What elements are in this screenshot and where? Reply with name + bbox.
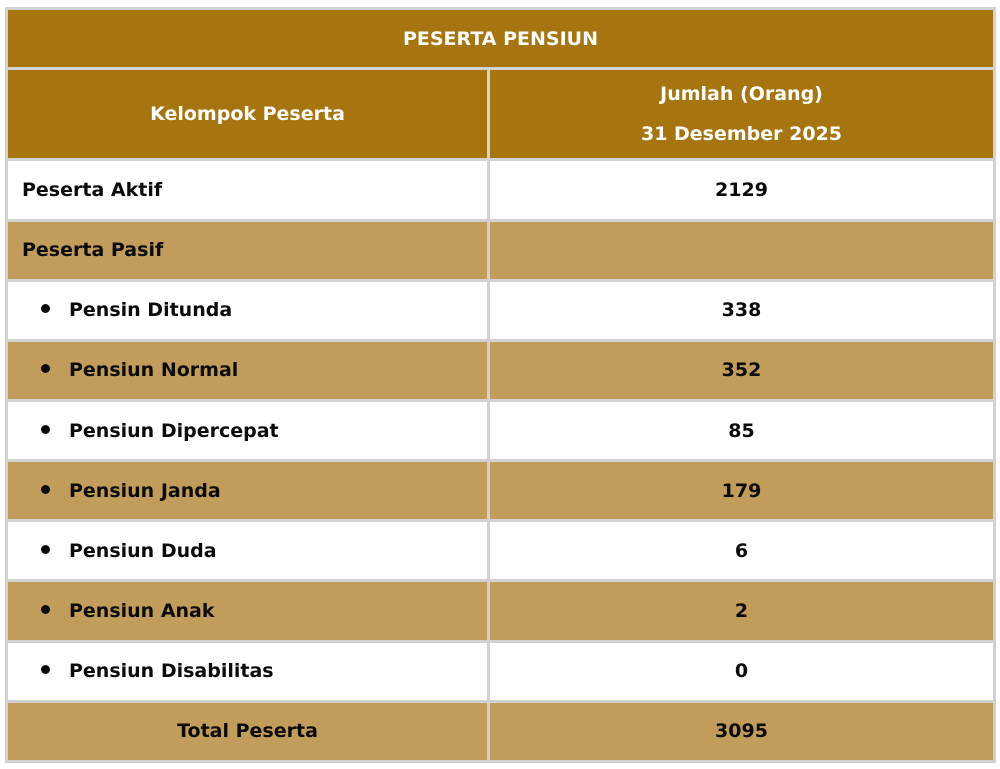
row-value: [490, 221, 993, 279]
row-label: Pensin Ditunda: [69, 299, 233, 322]
column-header-group: Kelompok Peserta: [8, 70, 487, 159]
peserta-pensiun-table: PESERTA PENSIUN Kelompok Peserta Jumlah …: [5, 7, 996, 763]
row-value: 6: [490, 522, 993, 580]
table-row-peserta-aktif: Peserta Aktif 2129: [8, 161, 993, 219]
bullet-icon: [41, 484, 50, 494]
table-row-pensiun-normal: Pensiun Normal 352: [8, 341, 993, 400]
bullet-icon: [41, 304, 50, 314]
row-value: 338: [490, 281, 993, 339]
total-value: 3095: [490, 702, 993, 760]
row-value: 352: [490, 341, 993, 400]
bullet-icon: [41, 544, 50, 554]
row-label: Pensiun Janda: [69, 479, 221, 502]
bullet-icon: [41, 364, 50, 374]
row-label-cell: Pensiun Janda: [8, 462, 487, 520]
row-value: 2129: [490, 161, 993, 219]
row-label-cell: Pensiun Normal: [8, 341, 487, 400]
row-label: Pensiun Normal: [69, 359, 239, 382]
row-label-cell: Pensiun Dipercepat: [8, 402, 487, 460]
row-label: Pensiun Duda: [69, 539, 217, 562]
row-label-cell: Pensiun Disabilitas: [8, 642, 487, 700]
row-label-cell: Pensiun Duda: [8, 522, 487, 580]
bullet-icon: [41, 665, 50, 675]
table-row-pensiun-anak: Pensiun Anak 2: [8, 582, 993, 640]
row-value: 2: [490, 582, 993, 640]
row-label-cell: Pensiun Anak: [8, 582, 487, 640]
title-row: PESERTA PENSIUN: [8, 10, 993, 68]
table-title: PESERTA PENSIUN: [8, 10, 993, 68]
column-header-value: Jumlah (Orang) 31 Desember 2025: [490, 70, 993, 159]
table-row-pensiun-duda: Pensiun Duda 6: [8, 522, 993, 580]
table-row-pensiun-disabilitas: Pensiun Disabilitas 0: [8, 642, 993, 700]
row-value: 179: [490, 462, 993, 520]
bullet-icon: [41, 605, 50, 615]
row-label: Pensiun Dipercepat: [69, 419, 279, 442]
column-header-value-line2: 31 Desember 2025: [640, 123, 843, 146]
column-header-value-line1: Jumlah (Orang): [660, 83, 823, 106]
row-label: Pensiun Anak: [69, 600, 215, 623]
row-label: Peserta Pasif: [8, 221, 487, 279]
header-row: Kelompok Peserta Jumlah (Orang) 31 Desem…: [8, 70, 993, 159]
total-row: Total Peserta 3095: [8, 702, 993, 760]
table-row-pensiun-dipercepat: Pensiun Dipercepat 85: [8, 402, 993, 460]
row-label: Pensiun Disabilitas: [69, 660, 274, 683]
row-label-cell: Pensin Ditunda: [8, 281, 487, 339]
table-row-peserta-pasif: Peserta Pasif: [8, 221, 993, 279]
row-value: 85: [490, 402, 993, 460]
row-label: Peserta Aktif: [8, 161, 487, 219]
table-row-pensin-ditunda: Pensin Ditunda 338: [8, 281, 993, 339]
bullet-icon: [41, 424, 50, 434]
table-row-pensiun-janda: Pensiun Janda 179: [8, 462, 993, 520]
row-value: 0: [490, 642, 993, 700]
total-label: Total Peserta: [8, 702, 487, 760]
